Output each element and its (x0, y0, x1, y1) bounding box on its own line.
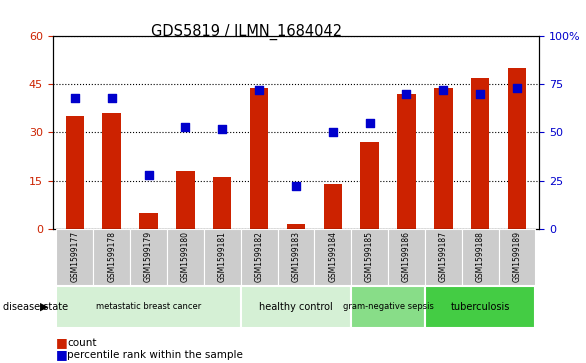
Text: GSM1599177: GSM1599177 (70, 231, 79, 282)
Text: tuberculosis: tuberculosis (451, 302, 510, 312)
Text: ■: ■ (56, 348, 67, 362)
Point (512, 85, 522, 91)
Bar (56, 229, 93, 285)
Point (365, 120, 374, 126)
Bar (351, 286, 425, 328)
Bar (241, 229, 278, 285)
Text: GSM1599179: GSM1599179 (144, 231, 153, 282)
Bar (287, 224, 305, 229)
Bar (93, 229, 130, 285)
Bar (499, 229, 536, 285)
Bar (508, 68, 526, 229)
Text: GSM1599184: GSM1599184 (328, 231, 338, 282)
Text: GSM1599186: GSM1599186 (402, 231, 411, 282)
Point (402, 91, 411, 97)
Text: GSM1599188: GSM1599188 (476, 231, 485, 282)
Text: GSM1599182: GSM1599182 (254, 231, 264, 282)
Bar (176, 171, 195, 229)
Text: count: count (67, 338, 97, 348)
Bar (314, 229, 351, 285)
Bar (139, 213, 158, 229)
Text: GSM1599178: GSM1599178 (107, 231, 116, 282)
Bar (278, 229, 314, 285)
Text: GSM1599181: GSM1599181 (218, 231, 227, 282)
Point (439, 87, 448, 93)
Bar (351, 229, 388, 285)
Point (144, 172, 153, 178)
Bar (471, 78, 489, 229)
Point (70, 95, 80, 101)
Text: metastatic breast cancer: metastatic breast cancer (96, 302, 201, 311)
Point (107, 95, 117, 101)
Bar (66, 117, 84, 229)
Text: GSM1599183: GSM1599183 (291, 231, 301, 282)
Text: GSM1599187: GSM1599187 (439, 231, 448, 282)
Bar (56, 286, 241, 328)
Bar (103, 113, 121, 229)
Bar (213, 178, 231, 229)
Text: healthy control: healthy control (259, 302, 333, 312)
Bar (241, 286, 351, 328)
Bar (360, 142, 379, 229)
Text: ■: ■ (56, 337, 67, 350)
Bar (167, 229, 204, 285)
Point (254, 87, 264, 93)
Text: gram-negative sepsis: gram-negative sepsis (343, 302, 434, 311)
Point (475, 91, 485, 97)
Bar (425, 229, 462, 285)
Point (217, 126, 227, 131)
Bar (250, 87, 268, 229)
Text: percentile rank within the sample: percentile rank within the sample (67, 350, 243, 360)
Bar (434, 87, 452, 229)
Point (328, 130, 338, 135)
Text: GSM1599185: GSM1599185 (365, 231, 374, 282)
Bar (204, 229, 241, 285)
Bar (130, 229, 167, 285)
Bar (397, 94, 415, 229)
Text: disease state: disease state (3, 302, 68, 312)
Bar (462, 229, 499, 285)
Bar (323, 184, 342, 229)
Bar (388, 229, 425, 285)
Text: ▶: ▶ (39, 302, 48, 312)
Text: GDS5819 / ILMN_1684042: GDS5819 / ILMN_1684042 (151, 24, 342, 40)
Point (291, 183, 301, 189)
Text: GSM1599180: GSM1599180 (181, 231, 190, 282)
Bar (425, 286, 536, 328)
Text: GSM1599189: GSM1599189 (513, 231, 522, 282)
Point (180, 124, 190, 130)
